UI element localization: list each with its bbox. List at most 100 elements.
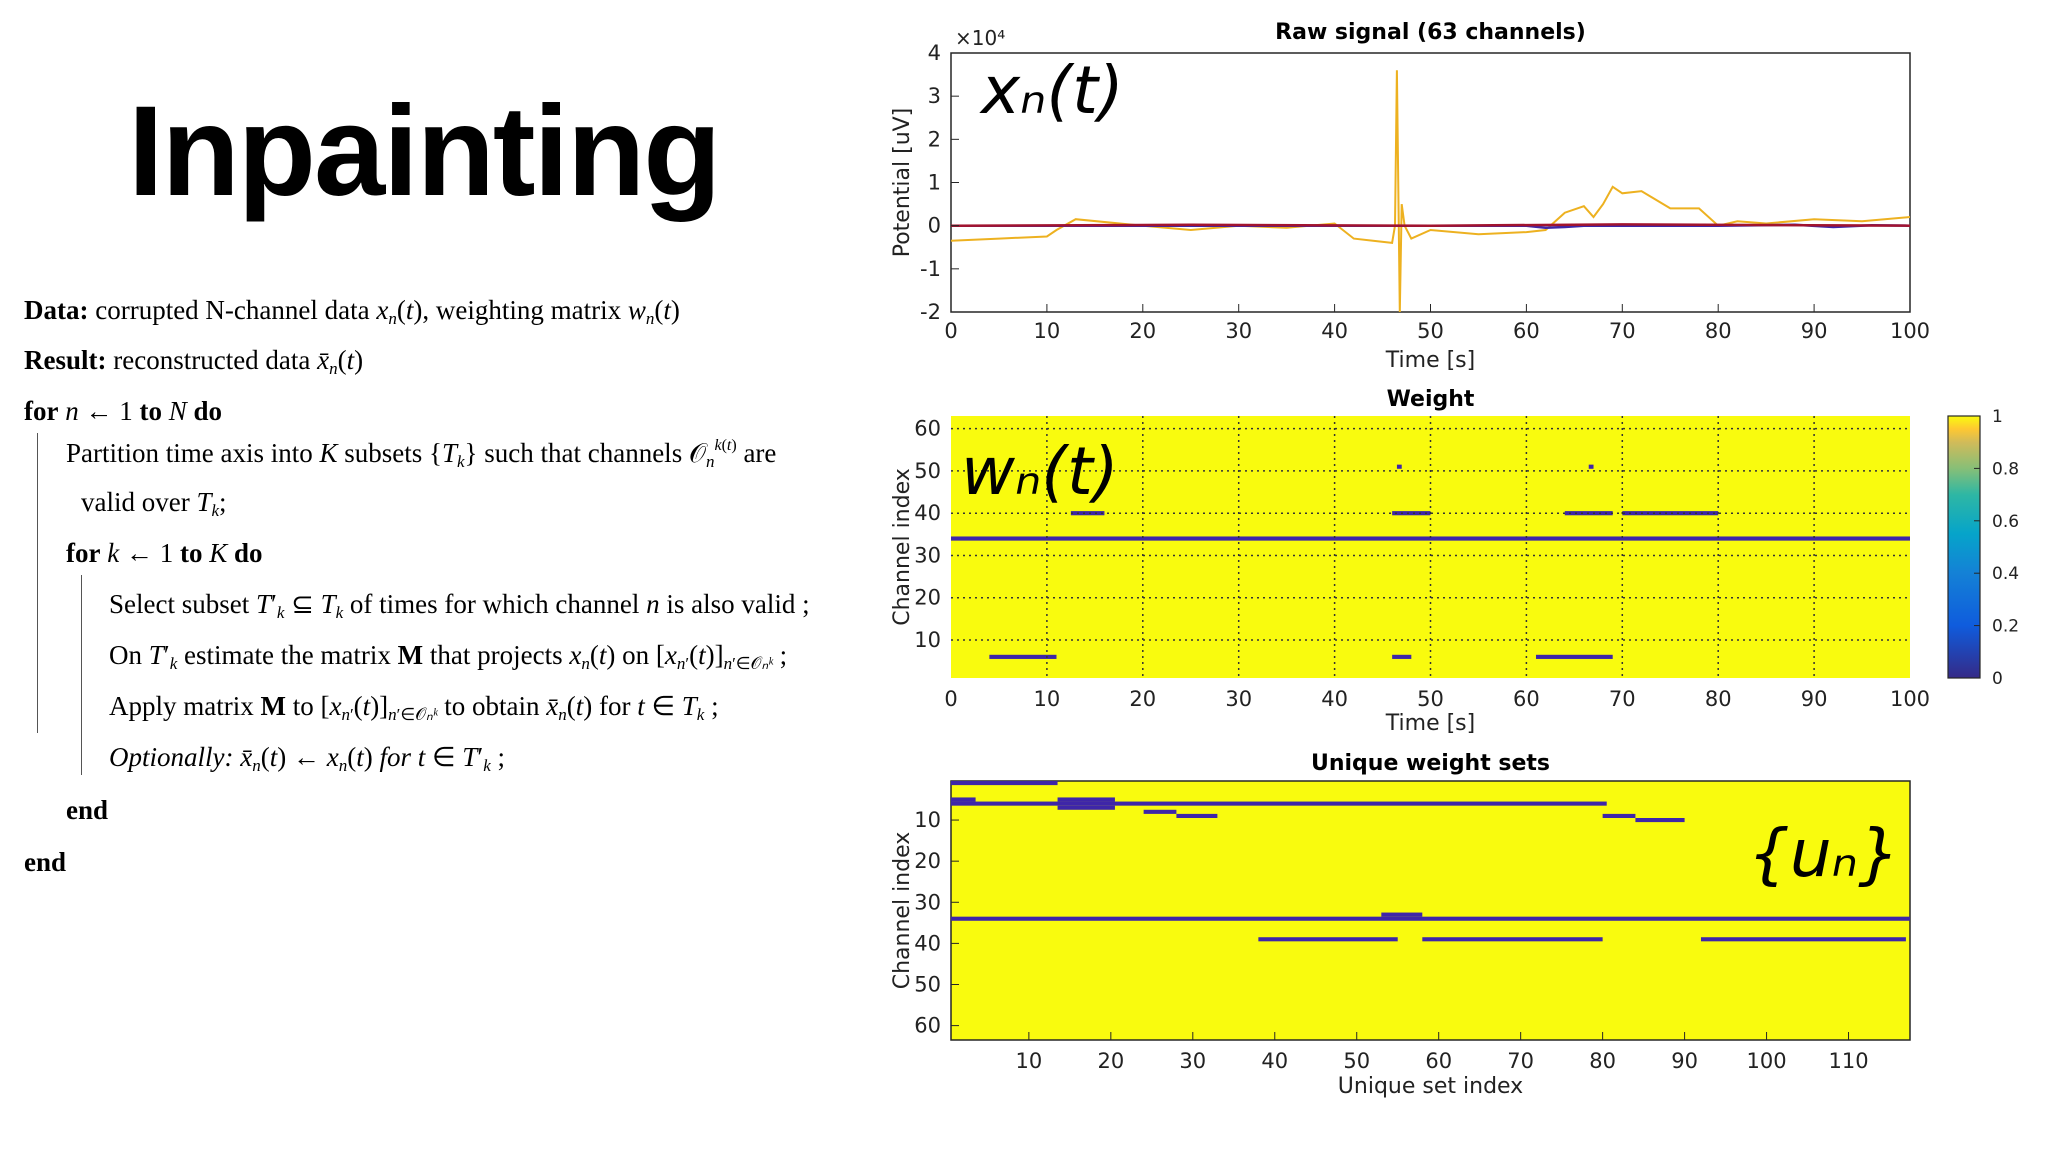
weight-title: Weight [1387, 387, 1475, 412]
slide-title: Inpainting [128, 80, 721, 223]
weight-colorbar-tick-label: 0.2 [1992, 617, 2019, 637]
raw-signal-overlay: xₙ(t) [979, 52, 1124, 129]
unique-xtick-label: 70 [1507, 1049, 1534, 1073]
raw-signal-ytick-label: 2 [928, 127, 941, 151]
unique-zero-segment [951, 801, 1607, 806]
unique-xtick-label: 20 [1097, 1049, 1124, 1073]
algo-end-outer: end [24, 847, 67, 877]
raw-signal-ytick-label: 0 [928, 214, 941, 238]
weight-zero-segment [1392, 654, 1412, 659]
algo-estimate: On T′k estimate the matrix M that projec… [109, 640, 788, 673]
raw-signal-series-0 [951, 70, 1910, 312]
weight-xtick-label: 0 [944, 687, 957, 711]
weight-ytick-label: 40 [914, 501, 941, 525]
raw-signal-xtick-label: 30 [1225, 319, 1252, 343]
unique-xtick-label: 100 [1747, 1049, 1787, 1073]
weight-zero-segment [1535, 654, 1613, 659]
weight-ytick-label: 10 [914, 628, 941, 652]
weight-xtick-label: 80 [1705, 687, 1732, 711]
algo-partition-1: Partition time axis into K subsets {Tk} … [66, 437, 777, 471]
weight-ytick-label: 20 [914, 586, 941, 610]
algo-end-inner: end [66, 795, 109, 825]
weight-zero-segment [1070, 511, 1105, 516]
weight-zero-segment [1396, 464, 1402, 469]
raw-signal-xtick-label: 0 [944, 319, 957, 343]
weight-ytick-label: 30 [914, 543, 941, 567]
algo-for-k-bar [81, 575, 82, 775]
algo-for-n-bar [37, 433, 38, 733]
algo-data-line: Data: corrupted N-channel data xn(t), we… [24, 295, 680, 328]
unique-overlay: {uₙ} [1748, 815, 1900, 892]
unique-zero-segment [1381, 912, 1423, 917]
weight-xtick-label: 20 [1129, 687, 1156, 711]
unique-zero-segment [1602, 813, 1636, 818]
weight-xtick-label: 40 [1321, 687, 1348, 711]
weight-colorbar [1947, 415, 1981, 679]
weight-zero-segment [1622, 511, 1719, 516]
unique-sets-background [950, 780, 1911, 1041]
unique-zero-segment [1057, 805, 1115, 810]
unique-xtick-label: 80 [1589, 1049, 1616, 1073]
unique-xtick-label: 110 [1828, 1049, 1868, 1073]
raw-signal-xtick-label: 50 [1417, 319, 1444, 343]
raw-signal-ytick-label: -2 [920, 300, 941, 324]
unique-xtick-label: 50 [1343, 1049, 1370, 1073]
weight-xtick-label: 70 [1609, 687, 1636, 711]
raw-signal-ytick-label: -1 [920, 257, 941, 281]
unique-ytick-label: 10 [914, 808, 941, 832]
raw-signal-ylabel: Potential [uV] [890, 108, 915, 258]
raw-signal-xtick-label: 10 [1034, 319, 1061, 343]
raw-signal-xtick-label: 60 [1513, 319, 1540, 343]
unique-ytick-label: 40 [914, 931, 941, 955]
unique-xtick-label: 90 [1671, 1049, 1698, 1073]
algo-optionally: Optionally: x̄n(t) ← xn(t) for t ∈ T′k ; [109, 742, 506, 775]
unique-xtick-label: 40 [1261, 1049, 1288, 1073]
weight-xtick-label: 30 [1225, 687, 1252, 711]
algo-select: Select subset T′k ⊆ Tk of times for whic… [109, 589, 810, 622]
weight-xtick-label: 90 [1801, 687, 1828, 711]
raw-signal-title: Raw signal (63 channels) [1275, 20, 1586, 45]
unique-title: Unique weight sets [1311, 751, 1550, 776]
raw-signal-ytick-label: 1 [928, 171, 941, 195]
unique-ytick-label: 20 [914, 849, 941, 873]
weight-colorbar-tick-label: 0.4 [1992, 564, 2019, 584]
unique-zero-segment [1176, 813, 1218, 818]
raw-signal-axes-box [950, 52, 1911, 313]
unique-ytick-label: 30 [914, 890, 941, 914]
weight-xlabel: Time [s] [1385, 711, 1475, 736]
weight-xtick-label: 10 [1034, 687, 1061, 711]
unique-ytick-label: 50 [914, 973, 941, 997]
unique-xtick-label: 60 [1425, 1049, 1452, 1073]
weight-xtick-label: 100 [1890, 687, 1930, 711]
weight-zero-segment [989, 654, 1057, 659]
algo-for-k: for k ← 1 to K do [66, 538, 263, 568]
raw-signal-xtick-label: 100 [1890, 319, 1930, 343]
weight-ytick-label: 50 [914, 459, 941, 483]
unique-xlabel: Unique set index [1338, 1074, 1523, 1099]
weight-zero-segment [1392, 511, 1431, 516]
unique-zero-segment [1143, 809, 1177, 814]
unique-zero-segment [1700, 937, 1906, 942]
raw-signal-xtick-label: 20 [1129, 319, 1156, 343]
raw-signal-ytick-label: 4 [928, 41, 941, 65]
weight-zero-segment [1588, 464, 1594, 469]
raw-signal-xtick-label: 90 [1801, 319, 1828, 343]
weight-zero-segment [951, 536, 1910, 541]
unique-ylabel: Channel index [890, 832, 915, 990]
raw-signal-series-2 [951, 223, 1910, 227]
raw-signal-exponent: ×10⁴ [955, 26, 1005, 50]
weight-xtick-label: 60 [1513, 687, 1540, 711]
unique-zero-segment [1635, 818, 1685, 823]
unique-zero-segment [1258, 937, 1398, 942]
weight-ylabel: Channel index [890, 468, 915, 626]
weight-ytick-label: 60 [914, 417, 941, 441]
weight-overlay: wₙ(t) [961, 433, 1119, 510]
weight-xtick-label: 50 [1417, 687, 1444, 711]
unique-zero-segment [951, 797, 976, 802]
weight-colorbar-tick-label: 1 [1992, 407, 2003, 427]
unique-zero-segment [951, 916, 1910, 921]
algo-for-n: for n ← 1 to N do [24, 396, 223, 426]
raw-signal-xtick-label: 80 [1705, 319, 1732, 343]
unique-zero-segment [1057, 797, 1115, 802]
